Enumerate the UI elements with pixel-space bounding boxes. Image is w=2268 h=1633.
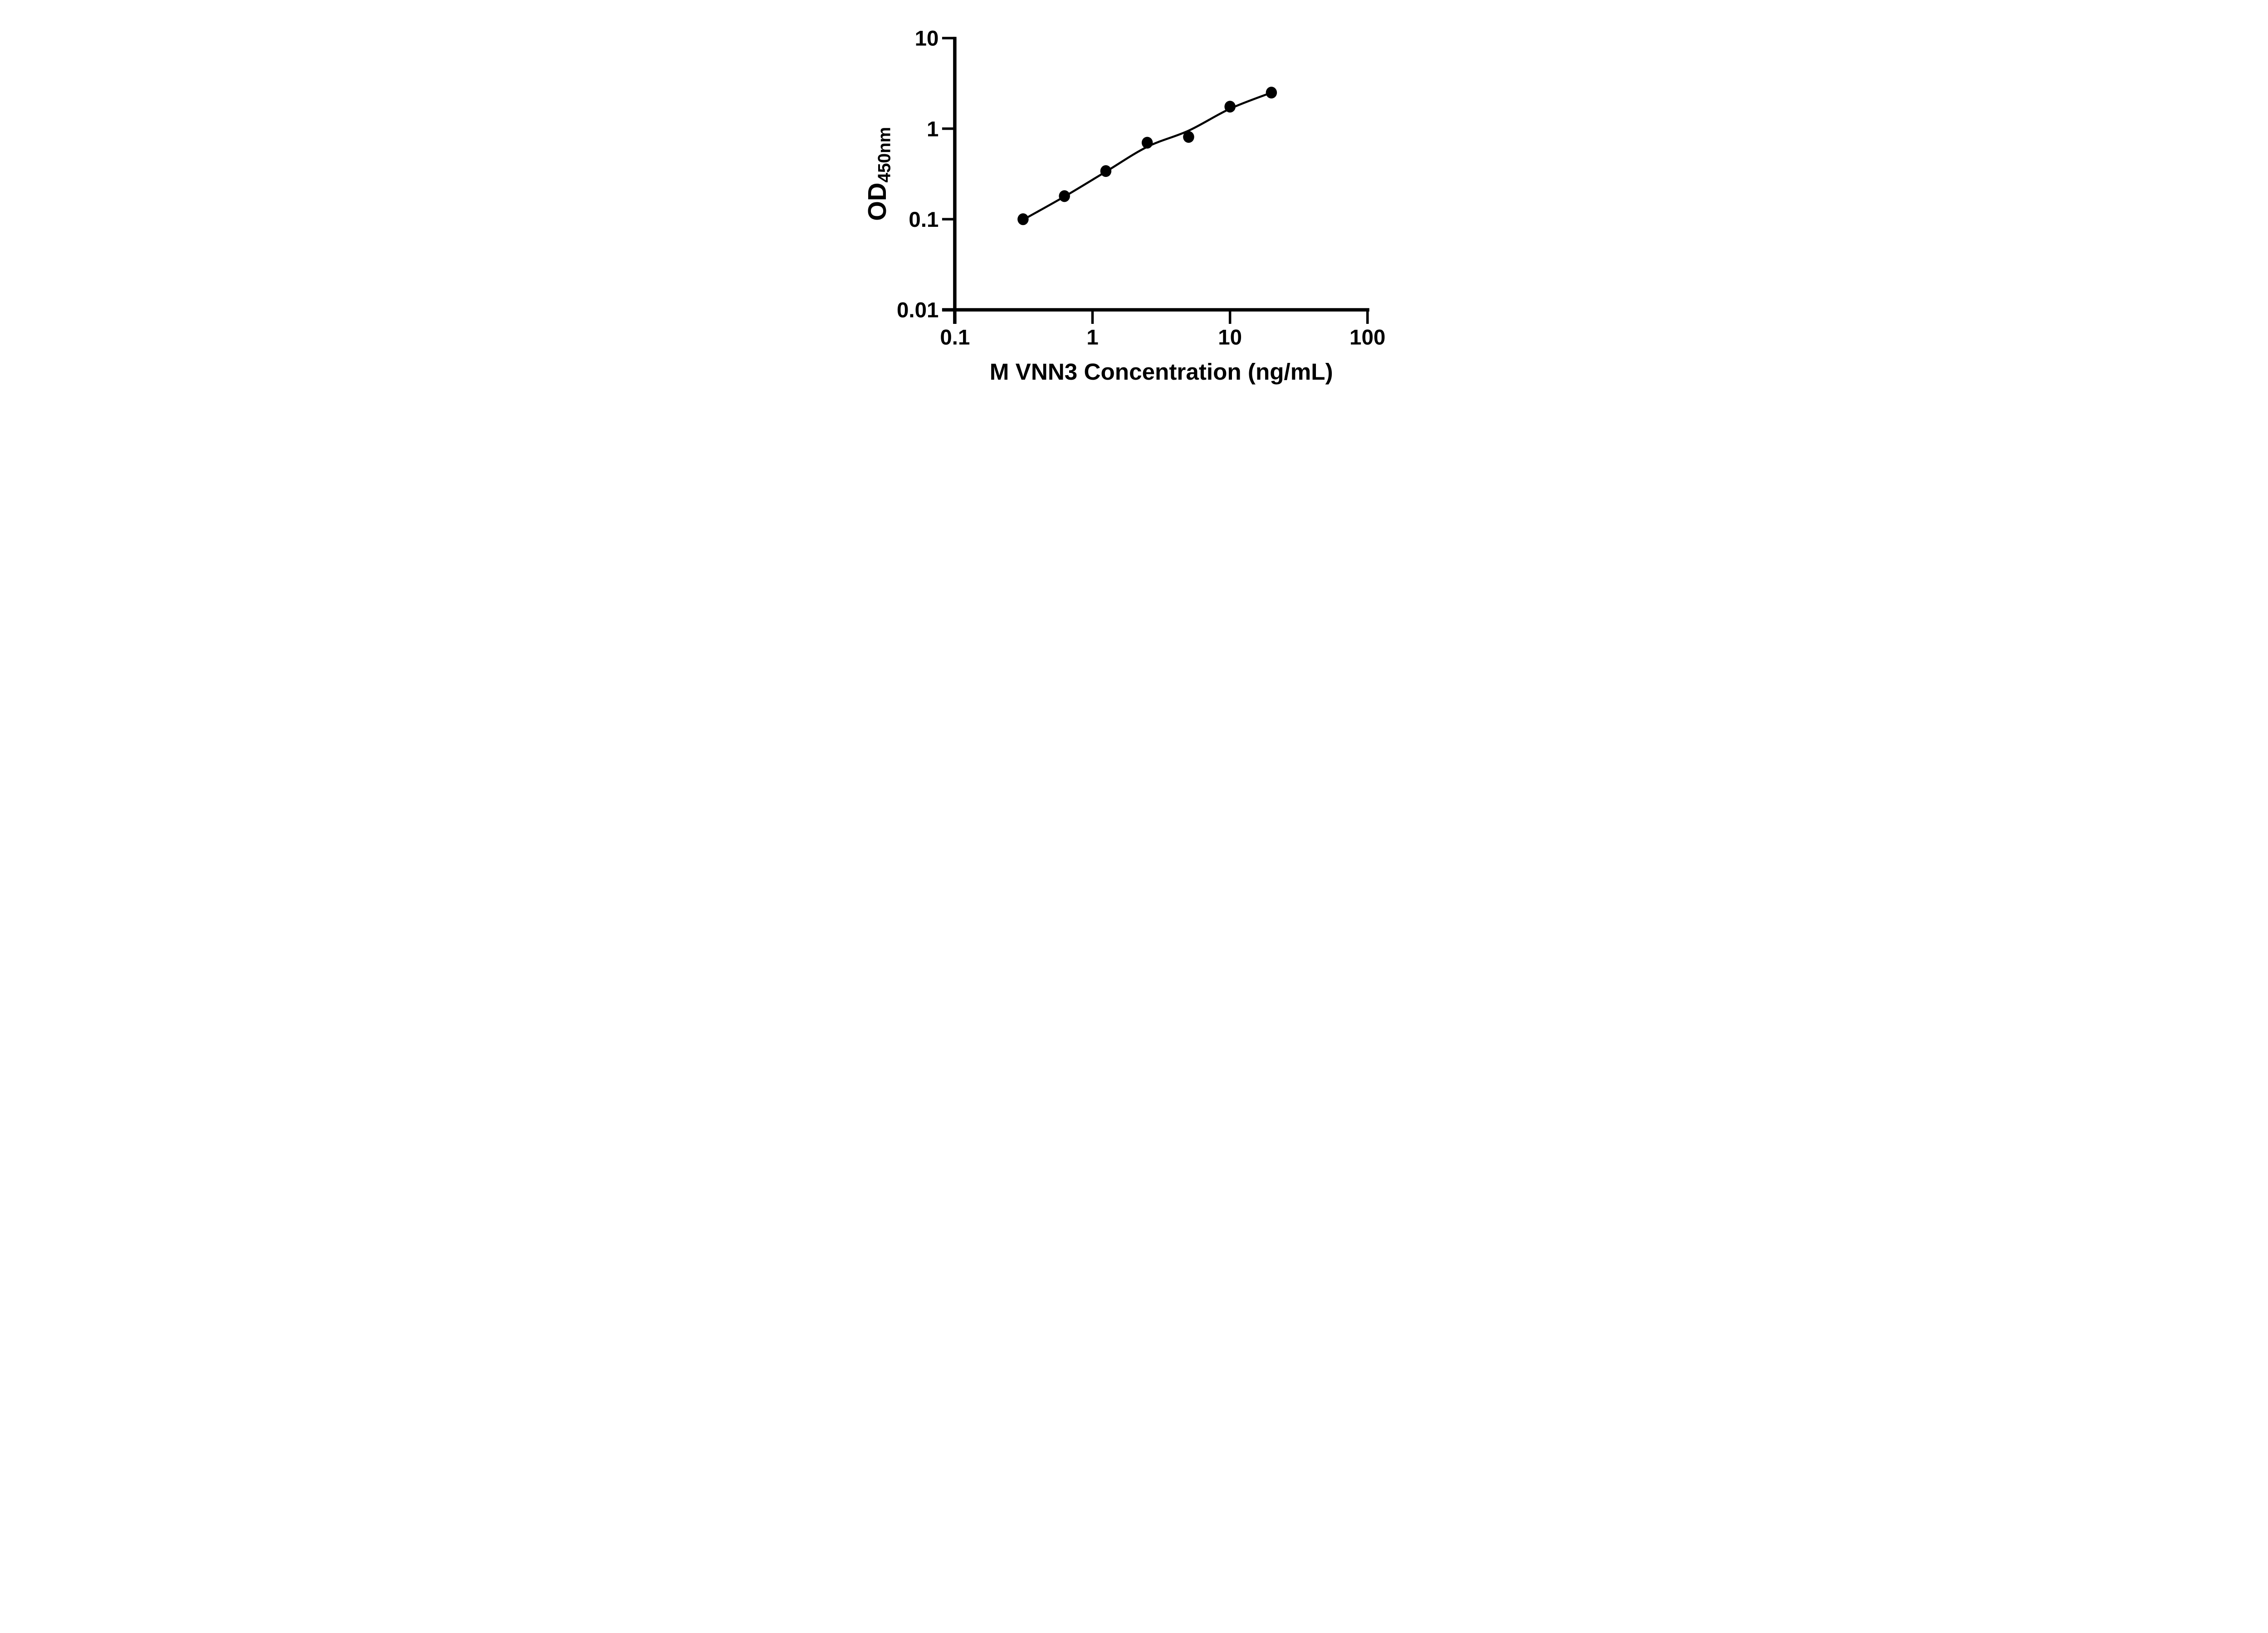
data-point-marker xyxy=(1141,137,1153,149)
x-tick-label: 100 xyxy=(1349,326,1385,350)
y-tick-label: 0.1 xyxy=(909,208,938,232)
data-point-marker xyxy=(1058,190,1070,202)
axes xyxy=(942,37,1369,324)
y-tick-label: 0.01 xyxy=(897,298,938,323)
y-tick-label: 10 xyxy=(914,27,938,51)
y-axis-title-subscript: 450nm xyxy=(875,127,894,183)
data-point-marker xyxy=(1017,213,1029,225)
x-axis-title: M VNN3 Concentration (ng/mL) xyxy=(989,359,1333,385)
data-point-marker xyxy=(1183,131,1194,143)
x-tick-label: 1 xyxy=(1086,326,1098,350)
x-tick-label: 0.1 xyxy=(940,326,970,350)
y-tick-label: 1 xyxy=(927,117,938,141)
elisa-standard-curve-figure: 0.01 0.1 1 10 0.1 1 10 100 M VNN3 Concentration… xyxy=(842,0,1426,408)
y-axis-title: OD450nm xyxy=(862,127,894,221)
data-point-marker xyxy=(1100,165,1111,177)
data-point-marker xyxy=(1224,101,1236,113)
axis-ticks xyxy=(942,37,1369,324)
data-points xyxy=(1017,87,1277,225)
y-axis-title-main: OD xyxy=(862,183,891,221)
data-point-marker xyxy=(1266,87,1277,99)
x-tick-label: 10 xyxy=(1218,326,1242,350)
fit-curve-line xyxy=(1022,92,1272,221)
